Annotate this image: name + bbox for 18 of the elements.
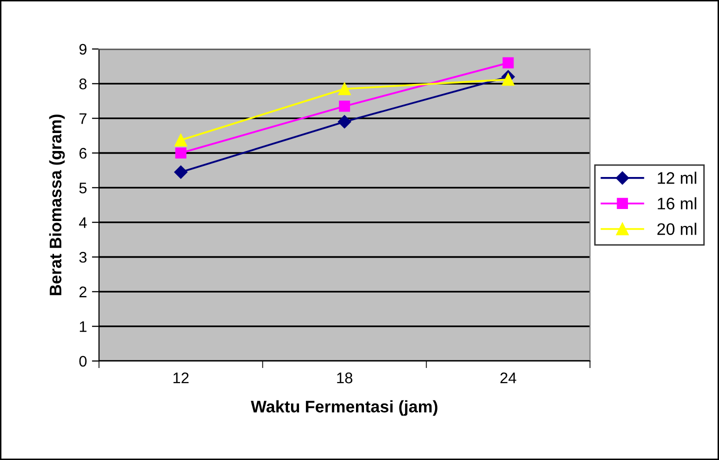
y-tick-label: 7 bbox=[79, 113, 86, 124]
y-tick-label: 3 bbox=[79, 252, 87, 263]
y-tick-label: 1 bbox=[80, 321, 86, 332]
y-tick-label: 9 bbox=[79, 44, 86, 55]
legend-label: 20 ml bbox=[657, 222, 696, 236]
x-axis-title: Waktu Fermentasi (jam) bbox=[250, 400, 438, 416]
x-tick-label: 18 bbox=[337, 372, 352, 384]
y-tick-label: 4 bbox=[79, 217, 87, 228]
legend-label: 16 ml bbox=[658, 197, 696, 210]
legend-label: 12 ml bbox=[658, 172, 696, 184]
y-tick-label: 6 bbox=[79, 148, 87, 159]
x-tick-label: 12 bbox=[174, 372, 189, 384]
x-tick-label: 24 bbox=[500, 372, 516, 384]
y-tick-label: 0 bbox=[79, 356, 87, 367]
y-tick-label: 5 bbox=[79, 182, 87, 194]
y-tick-label: 2 bbox=[79, 286, 86, 298]
y-axis-title: Berat Biomassa (gram) bbox=[49, 114, 65, 296]
y-tick-label: 8 bbox=[79, 78, 87, 90]
